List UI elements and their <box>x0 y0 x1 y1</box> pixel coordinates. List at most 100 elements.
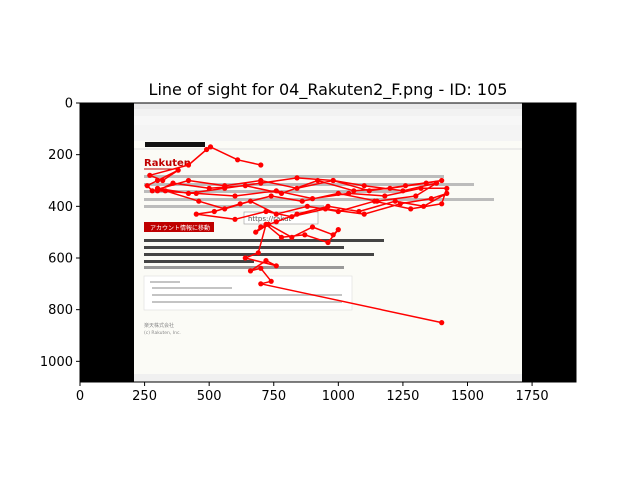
fixation-point <box>325 239 331 246</box>
fixation-point <box>255 250 261 256</box>
letterbox-left <box>80 103 134 382</box>
fixation-point <box>185 162 192 168</box>
fixation-point <box>185 177 192 184</box>
fixation-point <box>232 216 238 222</box>
fixation-point <box>382 193 388 199</box>
fixation-point <box>149 188 155 194</box>
account-button-label: アカウント情報に移動 <box>150 224 210 232</box>
fixation-point <box>211 208 217 215</box>
fixation-point <box>242 183 248 189</box>
x-tick-label: 250 <box>132 389 157 404</box>
fixation-point <box>258 281 264 287</box>
x-tick-label: 1750 <box>516 389 549 404</box>
fixation-point <box>346 190 352 196</box>
email-screenshot: Rakuten https://rakut アカウント情報に移動 楽 <box>134 103 522 382</box>
y-tick-label: 400 <box>48 200 73 215</box>
fixation-point <box>400 188 406 194</box>
fixation-point <box>263 258 269 264</box>
fixation-point <box>206 185 212 191</box>
fixation-point <box>330 232 336 238</box>
fixation-point <box>235 157 241 163</box>
y-tick-label: 200 <box>48 148 73 163</box>
fixation-point <box>154 185 161 191</box>
fixation-point <box>237 201 243 207</box>
fixation-point <box>154 177 161 184</box>
fixation-point <box>204 146 210 153</box>
fixation-point <box>361 183 367 189</box>
window-titlebar <box>134 103 522 109</box>
fixation-point <box>302 232 308 238</box>
fixation-point <box>387 185 393 191</box>
fixation-point <box>278 234 285 240</box>
fixation-point <box>273 188 279 194</box>
fixation-point <box>397 201 403 207</box>
footer-copyright: (c) Rakuten, Inc. <box>144 330 181 336</box>
fixation-point <box>433 180 440 186</box>
chart-title: Line of sight for 04_Rakuten2_F.png - ID… <box>149 80 508 100</box>
fixation-point <box>258 162 264 168</box>
fixation-point <box>335 190 341 196</box>
x-tick-label: 0 <box>76 389 84 404</box>
fixation-point <box>361 211 367 217</box>
fixation-point <box>421 203 427 209</box>
fixation-point <box>402 183 409 189</box>
fixation-point <box>247 198 254 204</box>
fixation-point <box>309 196 316 202</box>
fixation-point <box>144 183 150 189</box>
fixation-point <box>330 177 336 184</box>
fixation-point <box>263 221 269 227</box>
status-bar <box>134 374 522 382</box>
toolbar <box>134 116 522 125</box>
fixation-point <box>232 193 238 199</box>
fixation-point <box>147 172 153 178</box>
fixation-point <box>294 185 300 191</box>
fixation-point <box>258 180 264 186</box>
menu-bar <box>134 109 522 116</box>
fixation-point <box>258 224 264 230</box>
fixation-point <box>242 255 248 261</box>
fixation-point <box>185 190 192 196</box>
fixation-point <box>193 190 199 196</box>
fixation-point <box>335 227 341 233</box>
letterbox-right <box>522 103 576 382</box>
fixation-point <box>222 185 228 191</box>
fixation-point <box>439 177 445 184</box>
y-tick-label: 1000 <box>40 355 73 370</box>
footer-company: 楽天株式会社 <box>144 322 174 329</box>
fixation-point <box>309 224 316 230</box>
fixation-point <box>162 188 168 194</box>
fixation-point <box>289 234 295 240</box>
x-tick-label: 1500 <box>451 389 484 404</box>
fixation-point <box>278 190 285 196</box>
fixation-point <box>392 198 398 204</box>
fixation-point <box>356 208 362 215</box>
fixation-point <box>413 193 419 199</box>
fixation-point <box>439 320 445 326</box>
fixation-point <box>304 203 310 209</box>
x-tick-label: 1000 <box>322 389 355 404</box>
fixation-point <box>196 198 202 204</box>
notice-text-lines <box>150 281 342 303</box>
fixation-point <box>325 203 331 209</box>
y-tick-label: 600 <box>48 252 73 267</box>
account-button <box>144 222 214 232</box>
y-tick-label: 0 <box>65 97 73 112</box>
fixation-point <box>170 180 176 186</box>
fixation-point <box>439 201 445 207</box>
fixation-point <box>160 177 166 184</box>
fixation-point <box>444 185 450 191</box>
fixation-point <box>268 193 274 199</box>
fixation-point <box>258 265 264 271</box>
fixation-point <box>299 198 305 204</box>
rakuten-logo: Rakuten <box>144 158 191 169</box>
fixation-point <box>268 278 274 284</box>
fixation-point <box>247 268 254 274</box>
fixation-point <box>289 214 295 220</box>
fixation-point <box>335 208 341 215</box>
fixation-point <box>175 167 181 173</box>
fixation-point <box>374 198 380 204</box>
fixation-point <box>193 211 199 217</box>
axes-frame <box>79 102 577 383</box>
fixation-point <box>294 211 300 217</box>
